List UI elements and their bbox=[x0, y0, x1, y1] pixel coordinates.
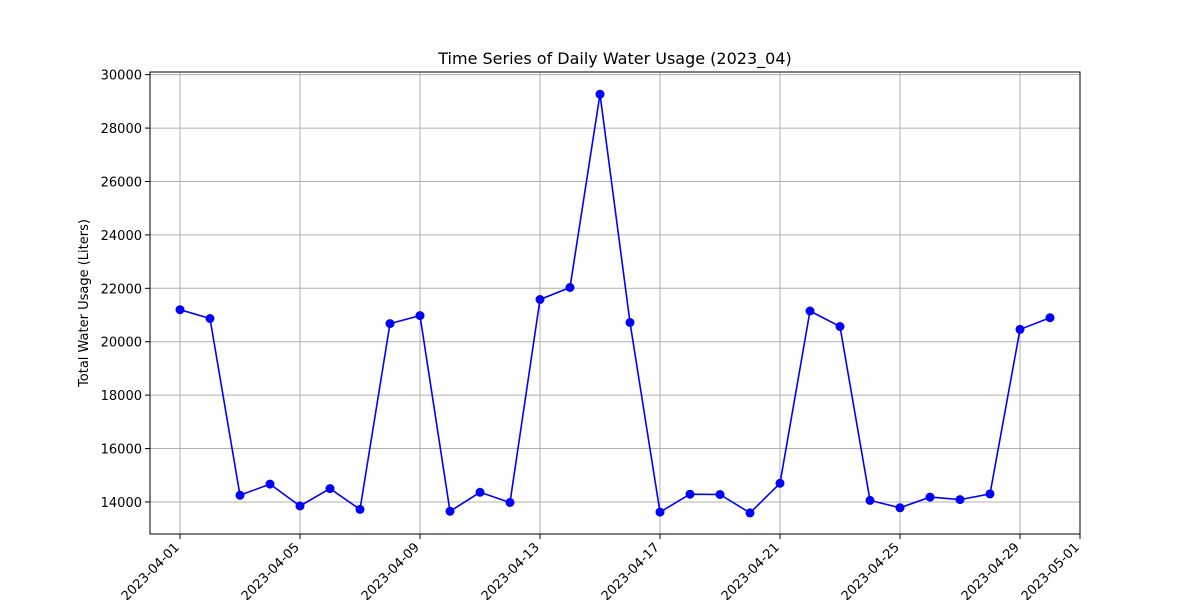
y-axis-ticks: 14000 16000 18000 20000 22000 24000 26000 28000… bbox=[101, 69, 150, 511]
y-tick-label: 14000 bbox=[101, 496, 142, 511]
data-point-marker bbox=[865, 495, 875, 505]
y-tick-label: 22000 bbox=[101, 282, 142, 297]
data-point-marker bbox=[925, 492, 935, 502]
plot-frame bbox=[149, 71, 1081, 535]
data-point-marker bbox=[1045, 313, 1055, 323]
data-point-marker bbox=[175, 305, 185, 315]
y-tick-label: 18000 bbox=[101, 389, 142, 404]
data-point-marker bbox=[325, 484, 335, 494]
data-point-marker bbox=[955, 495, 965, 505]
data-point-marker bbox=[655, 507, 665, 517]
chart-title: Time Series of Daily Water Usage (2023_0… bbox=[437, 49, 792, 69]
data-point-marker bbox=[475, 487, 485, 497]
x-tick-label: 2023-04-05 bbox=[239, 540, 303, 600]
data-point-marker bbox=[205, 314, 215, 323]
y-tick-label: 30000 bbox=[101, 69, 142, 84]
series-line bbox=[179, 94, 1051, 514]
y-tick-label: 28000 bbox=[101, 122, 142, 137]
data-point-marker bbox=[445, 506, 455, 516]
data-point-marker bbox=[385, 319, 395, 329]
y-tick-label: 24000 bbox=[101, 229, 142, 244]
x-tick-label: 2023-04-17 bbox=[599, 540, 663, 600]
data-point-marker bbox=[235, 490, 245, 500]
y-tick-label: 16000 bbox=[101, 443, 142, 458]
data-point-marker bbox=[505, 498, 515, 507]
x-tick-label: 2023-04-25 bbox=[839, 540, 903, 600]
data-point-marker bbox=[265, 479, 275, 489]
data-point-marker bbox=[805, 306, 815, 316]
data-point-marker bbox=[775, 478, 785, 488]
data-point-marker bbox=[355, 504, 365, 514]
data-point-marker bbox=[295, 501, 305, 511]
data-point-marker bbox=[415, 311, 425, 321]
data-point-marker bbox=[745, 508, 755, 518]
y-axis-title: Total Water Usage (Liters) bbox=[77, 219, 92, 388]
grid-lines bbox=[150, 72, 1081, 534]
x-tick-label: 2023-04-13 bbox=[479, 540, 543, 600]
y-tick-label: 26000 bbox=[101, 175, 142, 190]
data-point-marker bbox=[895, 503, 905, 513]
data-point-marker bbox=[535, 295, 545, 304]
data-point-marker bbox=[565, 283, 575, 292]
y-tick-label: 20000 bbox=[101, 336, 142, 351]
x-tick-label: 2023-05-01 bbox=[1019, 540, 1083, 600]
x-tick-label: 2023-04-01 bbox=[119, 540, 183, 600]
x-tick-label: 2023-04-09 bbox=[359, 540, 423, 600]
data-point-marker bbox=[835, 322, 845, 331]
data-point-marker bbox=[595, 89, 605, 99]
data-point-marker bbox=[985, 489, 995, 499]
x-axis-ticks: 2023-04-01 2023-04-05 2023-04-09 2023-04-13… bbox=[119, 534, 1083, 600]
x-tick-label: 2023-04-21 bbox=[719, 540, 783, 600]
x-tick-label: 2023-04-29 bbox=[959, 540, 1023, 600]
data-series bbox=[175, 89, 1055, 518]
data-point-marker bbox=[625, 318, 635, 327]
data-point-marker bbox=[1015, 324, 1025, 334]
data-point-marker bbox=[685, 489, 695, 499]
data-point-marker bbox=[715, 490, 725, 499]
